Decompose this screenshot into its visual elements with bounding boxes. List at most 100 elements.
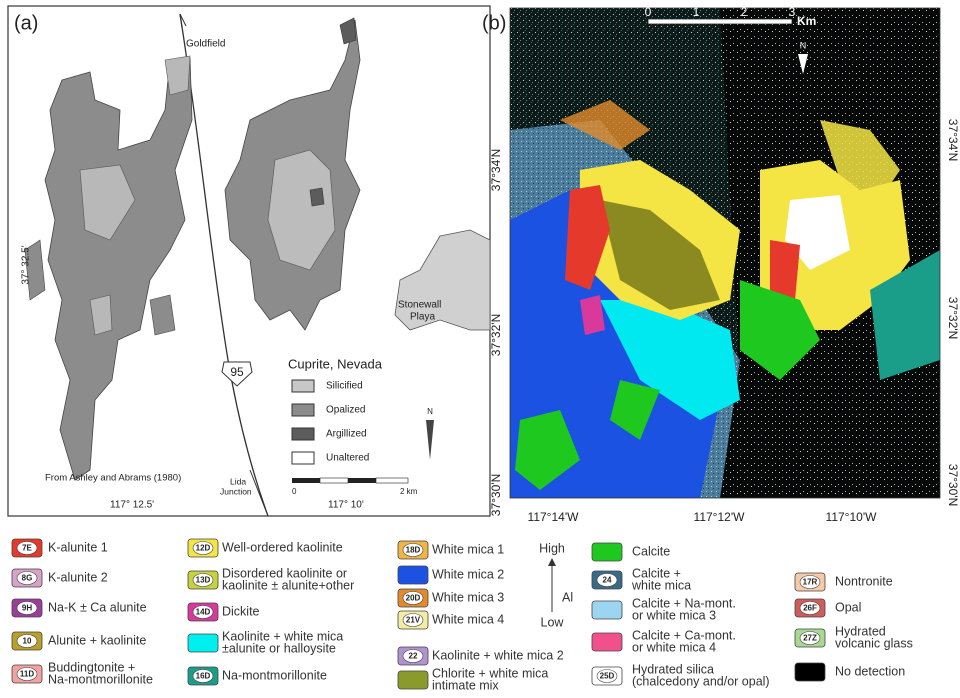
highway-label: 95 [230, 365, 244, 379]
place-label: Lida [230, 476, 246, 486]
legend-code: 18D [406, 546, 421, 555]
legend-swatch [795, 663, 825, 681]
legend-label: White mica 4 [432, 612, 504, 626]
legend-code: 21V [406, 616, 421, 625]
scale-label: 0 [292, 487, 297, 496]
legend-label: Na-K ± Ca alunite [48, 600, 147, 614]
lon-label: 117° 10' [328, 500, 364, 511]
lat-label: 37°32'N [946, 297, 960, 339]
legend-item: 13DDisordered kaolinite orkaolinite ± al… [188, 566, 354, 592]
legend-item: 26F Opal [795, 599, 861, 617]
legend-label: Opal [835, 600, 861, 614]
lat-label: 37°32'N [489, 314, 503, 356]
panel-b: (b) 0 1 2 3 Km N 37°34'N 37°32'N 37°30'N… [482, 5, 960, 524]
legend-label: Opalized [326, 405, 365, 416]
legend-item: Calcite + Ca-mont.or white mica 4 [592, 628, 736, 654]
lat-label: 37°34'N [489, 149, 503, 191]
north-label: N [427, 407, 433, 416]
legend-swatch [292, 404, 314, 416]
scale-unit: Km [797, 14, 816, 28]
scale-bar [320, 478, 348, 483]
legend-label: ±alunite or halloysite [222, 641, 336, 655]
legend-code: 20D [406, 594, 421, 603]
scale-label: 1 [693, 5, 700, 19]
scale-bar [292, 478, 320, 483]
legend-swatch [592, 543, 622, 561]
legend-swatch [292, 380, 314, 392]
legend-swatch [592, 601, 622, 619]
legend-item: 10 Alunite + kaolinite [12, 632, 146, 650]
legend-label: (chalcedony and/or opal) [632, 674, 770, 688]
legend-item: White mica 2 [398, 566, 504, 584]
scale-bar [648, 19, 792, 24]
place-label: Stonewall [398, 300, 441, 311]
legend: 7E K-alunite 1 8GK-alunite 2 9H Na-K ± Ca al… [12, 539, 913, 692]
legend-item: Calcite [592, 543, 670, 561]
legend-code: 10 [23, 637, 32, 646]
scale-label: 0 [645, 5, 652, 19]
map-region [770, 240, 800, 300]
legend-swatch [592, 633, 622, 651]
legend-item: 17RNontronite [795, 573, 893, 591]
lat-label: 37°30'N [946, 464, 960, 506]
legend-item: Kaolinite + white mica±alunite or halloy… [188, 629, 343, 655]
legend-label: White mica 2 [432, 567, 504, 581]
legend-code: 9H [22, 604, 32, 613]
lat-label: 37° 32.5' [21, 245, 32, 284]
scale-bar [348, 478, 376, 483]
panel-label: (b) [482, 12, 506, 34]
mineral-map [510, 8, 940, 498]
scale-label: 3 [789, 5, 796, 19]
legend-item: 9H Na-K ± Ca alunite [12, 599, 147, 617]
legend-code: 17R [803, 578, 818, 587]
scale-label: High [539, 541, 565, 555]
legend-label: Na-montmorillonite [48, 672, 153, 686]
place-label: Goldfield [186, 39, 225, 50]
legend-label: No detection [835, 664, 905, 678]
legend-code: 22 [409, 652, 418, 661]
legend-label: or white mica 4 [632, 640, 716, 654]
legend-label: Well-ordered kaolinite [222, 540, 343, 554]
legend-item: 7E K-alunite 1 [12, 539, 108, 557]
legend-swatch [292, 452, 314, 464]
legend-label: Unaltered [326, 453, 369, 464]
legend-label: intimate mix [432, 678, 499, 692]
legend-code: 27Z [803, 634, 817, 643]
legend-swatch [398, 671, 428, 689]
legend-label: Alunite + kaolinite [48, 633, 146, 647]
source-note: From Ashley and Abrams (1980) [45, 473, 181, 484]
legend-label: white mica [631, 578, 691, 592]
place-label: Playa [410, 312, 435, 323]
legend-code: 7E [22, 544, 32, 553]
legend-item: 22 Kaolinite + white mica 2 [398, 647, 564, 665]
page: { "panel_a": { "label": "(a)", "north_ar… [0, 0, 960, 693]
legend-code: 16D [196, 672, 211, 681]
scale-label: 2 [741, 5, 748, 19]
legend-code: 26F [803, 604, 817, 613]
legend-label: kaolinite ± alunite+other [222, 578, 354, 592]
lat-label: 37°34'N [946, 119, 960, 161]
legend-label: or white mica 3 [632, 608, 716, 622]
north-label: N [800, 40, 807, 50]
lat-label: 37°30'N [489, 474, 503, 516]
legend-item: No detection [795, 663, 905, 681]
legend-title: Cuprite, Nevada [288, 356, 383, 371]
lon-label: 117° 12.5' [110, 500, 154, 511]
argillized-area [310, 188, 324, 206]
scale-label: Low [541, 615, 565, 629]
legend-label: volcanic glass [835, 636, 913, 650]
scale-bar [376, 478, 408, 483]
legend-label: Argillized [326, 429, 367, 440]
legend-label: K-alunite 1 [48, 540, 108, 554]
legend-label: Kaolinite + white mica 2 [432, 648, 564, 662]
lon-label: 117°10'W [826, 510, 878, 524]
